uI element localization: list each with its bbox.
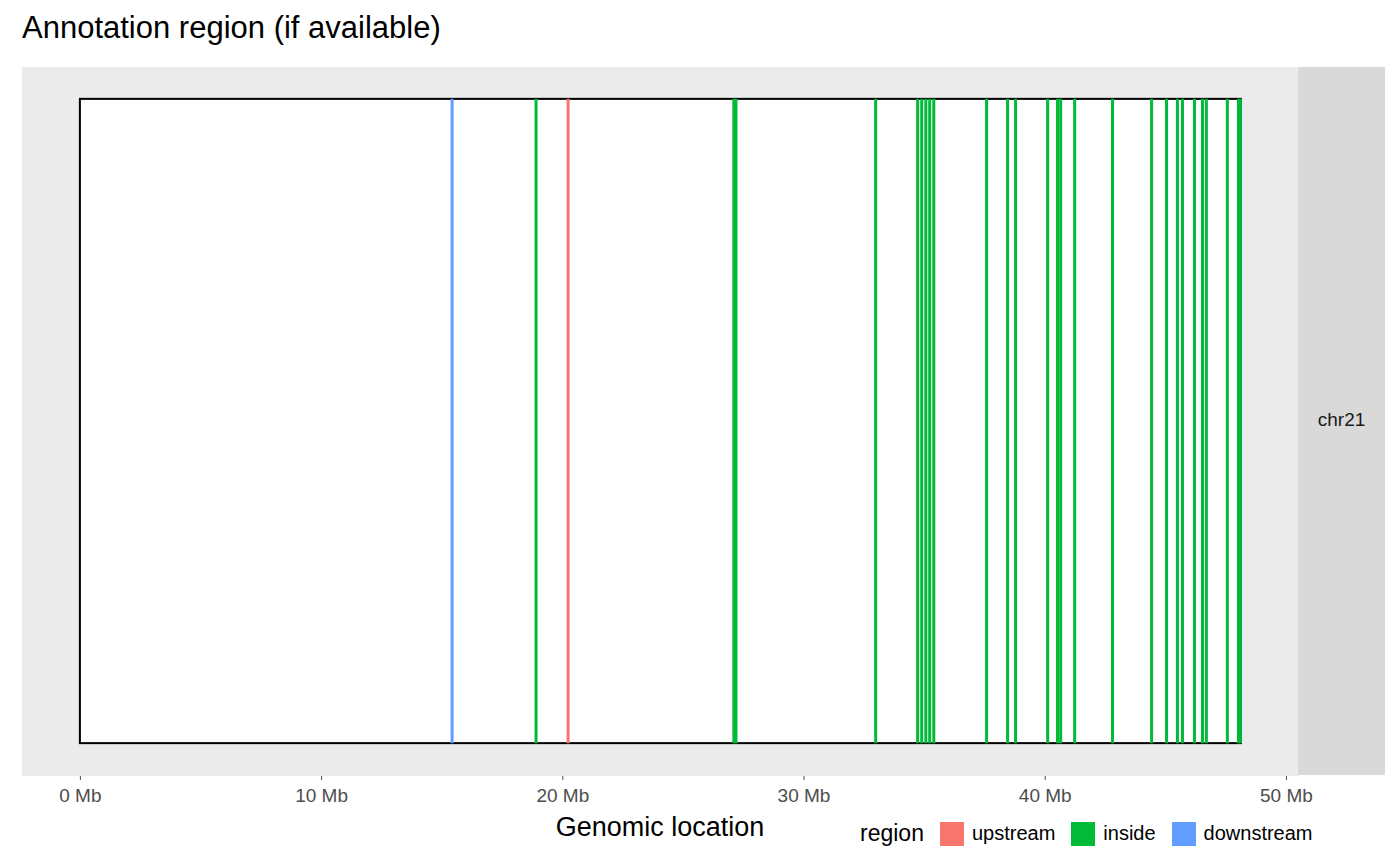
- svg-text:chr21: chr21: [1318, 409, 1366, 430]
- html-text:upstream: upstream: [971, 822, 1056, 844]
- html-text:Genomic location: Genomic location: [555, 812, 765, 842]
- html-text:region: region: [860, 820, 924, 846]
- html-text:inside: inside: [1103, 822, 1156, 844]
- svg-text:30 Mb: 30 Mb: [778, 785, 831, 806]
- svg-text:40 Mb: 40 Mb: [1019, 785, 1072, 806]
- svg-text:10 Mb: 10 Mb: [295, 785, 348, 806]
- html-text:downstream: downstream: [1203, 822, 1313, 844]
- html-text:Annotation region (if availabl: Annotation region (if available): [22, 10, 441, 45]
- svg-text:0 Mb: 0 Mb: [59, 785, 101, 806]
- svg-text:50 Mb: 50 Mb: [1260, 785, 1313, 806]
- svg-text:20 Mb: 20 Mb: [536, 785, 589, 806]
